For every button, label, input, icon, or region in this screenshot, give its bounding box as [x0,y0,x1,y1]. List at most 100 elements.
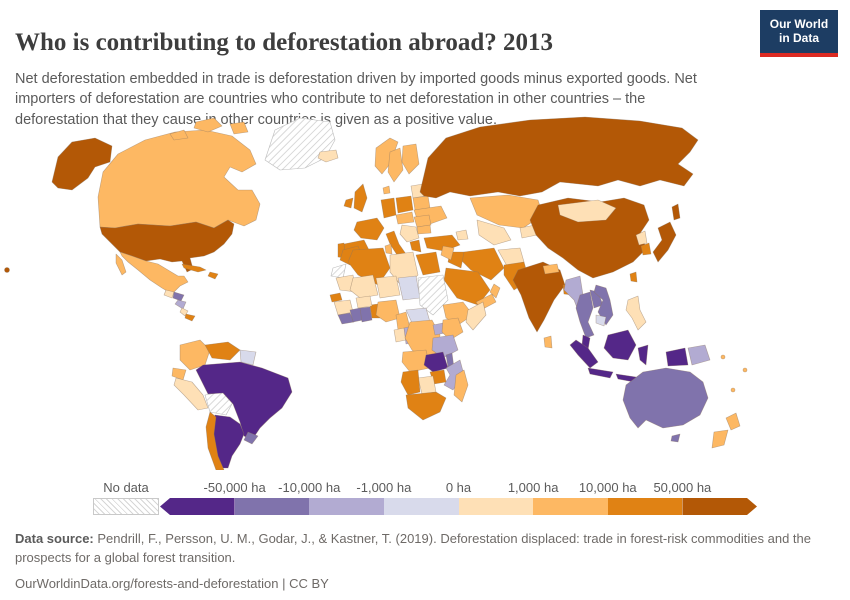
country-caucasus[interactable] [455,229,469,241]
legend-bin-2[interactable] [309,498,384,515]
country-china[interactable] [529,197,650,279]
country-mexico[interactable] [119,251,189,295]
country-thailand[interactable] [575,291,595,339]
country-venezuela[interactable] [204,341,241,361]
country-united-kingdom[interactable] [353,183,368,213]
country-niger[interactable] [375,275,401,299]
country-honduras[interactable] [172,291,185,302]
country-australia[interactable] [622,367,709,429]
country-borneo[interactable] [603,329,637,361]
country-germany[interactable] [380,197,397,219]
country-oman[interactable] [489,283,501,299]
legend-no-data-swatch[interactable] [93,498,159,515]
country-hispaniola[interactable] [207,271,219,280]
country-uruguay[interactable] [243,431,259,445]
country-nicaragua[interactable] [174,299,187,310]
country-new-zealand-south[interactable] [711,429,729,449]
legend-bin-3[interactable] [383,498,459,515]
legend-bin-4[interactable] [458,498,534,515]
country-sudan[interactable] [417,274,449,316]
country-turkey[interactable] [423,234,461,252]
country-balkans[interactable] [399,224,420,243]
country-angola[interactable] [401,349,431,373]
country-tasmania[interactable] [670,433,681,443]
country-canada-arctic-3[interactable] [169,129,189,141]
country-ireland[interactable] [343,197,354,209]
country-cuba[interactable] [181,263,207,273]
legend-tick-label: 50,000 ha [653,480,712,495]
country-kenya[interactable] [441,317,464,341]
country-japan[interactable] [652,221,677,263]
country-taiwan[interactable] [629,271,638,283]
country-vietnam[interactable] [593,284,614,326]
country-france[interactable] [353,217,385,241]
legend-bin-7[interactable] [682,498,757,515]
country-nigeria[interactable] [375,299,401,323]
country-panama[interactable] [184,313,196,322]
country-poland[interactable] [395,195,414,214]
country-sweden[interactable] [387,147,404,183]
legend-bin-1[interactable] [234,498,310,515]
country-java[interactable] [587,367,614,379]
country-new-zealand-north[interactable] [725,412,741,431]
country-madagascar[interactable] [453,369,469,403]
country-botswana[interactable] [417,375,437,395]
country-bulgaria[interactable] [416,224,432,235]
country-romania[interactable] [413,214,432,228]
country-canada-arctic-1[interactable] [193,117,223,133]
country-denmark[interactable] [382,185,391,195]
country-greenland[interactable] [264,117,336,171]
country-russia[interactable] [419,116,699,199]
country-western-sahara[interactable] [330,263,347,279]
country-cambodia[interactable] [595,314,607,327]
country-finland[interactable] [401,143,420,175]
country-sulawesi[interactable] [637,344,649,366]
country-mozambique[interactable] [443,359,465,391]
country-baja[interactable] [115,253,127,276]
country-nepal[interactable] [542,263,560,275]
country-somalia[interactable] [465,301,487,331]
country-egypt[interactable] [415,251,441,276]
legend-bin-6[interactable] [607,498,683,515]
country-mongolia[interactable] [557,199,617,223]
country-south-africa[interactable] [405,391,447,421]
country-uzbekistan-turkmenistan[interactable] [476,219,512,246]
country-tunisia[interactable] [384,243,393,255]
country-mali[interactable] [349,274,379,299]
country-greece[interactable] [409,239,422,253]
country-ghana[interactable] [359,306,373,323]
owid-logo[interactable]: Our World in Data [760,10,838,57]
country-hawaii[interactable] [4,267,10,273]
country-sumatra[interactable] [569,339,599,369]
country-sakhalin[interactable] [671,203,681,221]
country-levant[interactable] [440,245,455,261]
country-senegal[interactable] [329,292,343,303]
world-map [0,112,790,470]
country-sri-lanka[interactable] [543,335,553,349]
country-guyanas[interactable] [239,349,257,366]
country-north-korea[interactable] [635,230,648,246]
legend-bin-0[interactable] [160,498,235,515]
country-central-europe[interactable] [395,211,415,225]
country-new-caledonia[interactable] [730,387,736,393]
country-philippines[interactable] [625,295,647,331]
country-papua-new-guinea[interactable] [687,344,711,366]
country-guatemala[interactable] [163,289,175,299]
country-burkina-faso[interactable] [355,295,373,309]
country-iceland[interactable] [317,149,339,163]
country-chad[interactable] [397,275,421,301]
country-west-papua[interactable] [665,347,689,367]
country-fiji[interactable] [742,367,748,373]
country-chile[interactable] [205,411,225,470]
country-peru[interactable] [173,377,209,411]
legend-bin-5[interactable] [533,498,608,515]
country-south-korea[interactable] [640,242,652,256]
country-namibia[interactable] [400,369,421,396]
country-alaska[interactable] [51,137,113,191]
country-canada-arctic-2[interactable] [229,121,249,135]
citation-line[interactable]: OurWorldinData.org/forests-and-deforesta… [15,575,329,591]
country-solomon-islands[interactable] [720,354,726,360]
country-zambia[interactable] [423,351,449,373]
country-ecuador[interactable] [171,367,187,381]
country-canada[interactable] [97,129,261,229]
